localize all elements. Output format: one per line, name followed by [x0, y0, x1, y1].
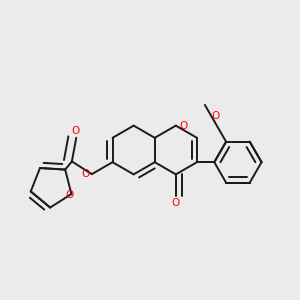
Text: O: O [66, 190, 74, 200]
Text: O: O [179, 121, 188, 130]
Text: O: O [81, 169, 89, 178]
Text: O: O [211, 111, 220, 121]
Text: O: O [172, 198, 180, 208]
Text: O: O [71, 126, 80, 136]
